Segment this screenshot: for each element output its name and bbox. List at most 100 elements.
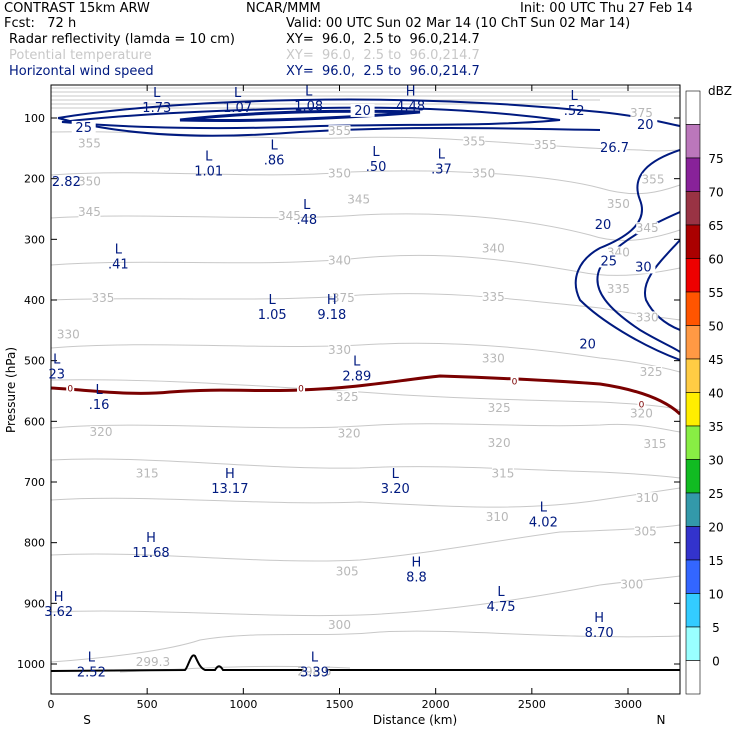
y-tick-label: 1000 [17, 658, 45, 671]
colorbar-unit: dBZ [708, 84, 732, 98]
extremum-value: 4.48 [396, 100, 425, 115]
extremum-value: .86 [264, 154, 285, 169]
theta-label-bg [463, 135, 486, 148]
extremum-marker: L [305, 85, 313, 100]
colorbar-label: 65 [708, 219, 723, 233]
title-left: CONTRAST 15km ARW [4, 1, 150, 16]
zero-label-bg [637, 399, 646, 409]
endpoint-left: S [83, 713, 91, 727]
field-theta-xy: XY= 96.0, 2.5 to 96.0,214.7 [286, 48, 480, 63]
theta-label-bg [640, 366, 663, 379]
extremum-value: 1.08 [294, 100, 323, 115]
colorbar-label: 0 [712, 655, 720, 669]
extremum-marker: L [353, 355, 361, 370]
theta-label: 345 [636, 221, 659, 235]
wind-label-bg [71, 120, 96, 134]
theta-label-bg [482, 242, 505, 255]
colorbar-swatch [685, 358, 701, 393]
extremum-marker: H [146, 531, 156, 546]
colorbar-swatch [685, 325, 701, 360]
theta-label: 375 [332, 291, 355, 305]
theta-label-bg [486, 511, 509, 524]
plot-frame: 0 500 1000 1500 2000 2500 30001002003004005006… [4, 84, 681, 727]
theta-label: 340 [482, 241, 505, 255]
theta-label: 330 [328, 343, 351, 357]
theta-label-bg [634, 525, 657, 538]
y-tick-label: 800 [24, 537, 45, 550]
zero-label-bg [66, 383, 75, 393]
valid-time: Valid: 00 UTC Sun 02 Mar 14 (10 ChT Sun … [286, 16, 631, 31]
colorbar-swatch [685, 392, 701, 427]
wind-label: 30 [635, 260, 652, 275]
colorbar-swatch [685, 191, 701, 226]
wind-contours [57, 98, 680, 361]
colorbar-label: 40 [708, 387, 723, 401]
theta-label-bg [607, 282, 630, 295]
extremum-value: 4.75 [487, 600, 516, 615]
theta-label-bg [607, 197, 630, 210]
theta-label-bg [642, 173, 665, 186]
colorbar-swatch [685, 124, 701, 159]
theta-label: 335 [607, 282, 630, 296]
x-tick-label: 500 [137, 698, 158, 711]
terrain [51, 654, 680, 672]
extremum-value: .37 [431, 163, 452, 178]
x-tick-label: 1000 [229, 698, 257, 711]
extremum-value: .52 [564, 104, 585, 119]
theta-label: 310 [636, 491, 659, 505]
colorbar-swatch [685, 258, 701, 293]
extremum-value: 8.70 [585, 626, 614, 641]
theta-label-bg [278, 210, 301, 223]
wind-label-bg [602, 140, 627, 154]
extremum-marker: L [497, 585, 505, 600]
theta-label: 300 [328, 618, 351, 632]
colorbar-swatch [685, 593, 701, 628]
theta-label-bg [491, 467, 514, 480]
theta-label-bg [78, 175, 101, 188]
theta-label: 375 [630, 106, 653, 120]
theta-label-bg [636, 222, 659, 235]
theta-300 [51, 575, 680, 617]
wind-label: 25 [600, 254, 617, 269]
x-tick-label: 1500 [326, 698, 354, 711]
theta-label: 315 [643, 437, 666, 451]
colorbar-swatch [685, 224, 701, 259]
colorbar-swatch [685, 425, 701, 460]
colorbar-label: 25 [708, 487, 723, 501]
extremum-value: 3.39 [300, 666, 329, 681]
theta-335 [51, 293, 680, 321]
theta-label-bg [482, 290, 505, 303]
theta-label-bg [636, 311, 659, 324]
colorbar-label: 10 [708, 588, 723, 602]
extremum-value: 2.52 [77, 666, 106, 681]
theta-label: 330 [482, 352, 505, 366]
extremum-marker: L [270, 139, 278, 154]
field-wind: Horizontal wind speed [9, 64, 154, 79]
theta-label-bg [328, 344, 351, 357]
extremum-value: 2.82 [52, 175, 81, 190]
wind-jet-outer [57, 98, 680, 137]
theta-label: 325 [640, 365, 663, 379]
extremum-marker: L [234, 86, 242, 101]
extremum-value: 1.73 [142, 101, 171, 116]
theta-label-bg [90, 426, 113, 439]
plot-border [50, 84, 681, 695]
colorbar-swatch [685, 660, 701, 695]
wind-label: 20 [637, 118, 654, 133]
theta-label-bg [643, 438, 666, 451]
theta-label-bg [78, 205, 101, 218]
wind-label: 25 [75, 121, 92, 136]
theta-label: 299.3 [136, 655, 170, 669]
wind-label-bg [596, 254, 621, 268]
colorbar-swatch [685, 526, 701, 561]
theta-label: 325 [336, 390, 359, 404]
field-wind-xy: XY= 96.0, 2.5 to 96.0,214.7 [286, 64, 480, 79]
theta-label-bg [141, 656, 164, 668]
zero-dbz-label: 0 [67, 385, 73, 395]
theta-299 [51, 630, 680, 663]
extremum-value: 11.68 [132, 546, 169, 561]
x-tick-label: 2500 [518, 698, 546, 711]
theta-label: 350 [472, 167, 495, 181]
theta-label: 310 [486, 510, 509, 524]
